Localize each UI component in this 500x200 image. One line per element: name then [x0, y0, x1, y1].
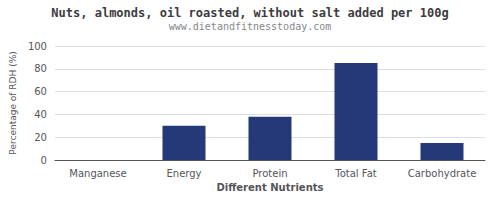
svg-text:Percentage of RDH (%): Percentage of RDH (%) [8, 51, 18, 154]
svg-text:Protein: Protein [252, 168, 287, 179]
svg-text:Total Fat: Total Fat [334, 168, 376, 179]
svg-text:20: 20 [34, 132, 47, 143]
svg-text:Carbohydrate: Carbohydrate [408, 168, 477, 179]
svg-text:40: 40 [34, 109, 47, 120]
svg-text:0: 0 [41, 155, 47, 166]
svg-text:60: 60 [34, 86, 47, 97]
svg-text:Different Nutrients: Different Nutrients [217, 182, 324, 193]
svg-text:www.dietandfitnesstoday.com: www.dietandfitnesstoday.com [169, 21, 332, 32]
svg-text:Manganese: Manganese [69, 168, 126, 179]
svg-text:Energy: Energy [166, 168, 201, 179]
svg-text:100: 100 [28, 41, 47, 52]
svg-text:Nuts, almonds, oil roasted, wi: Nuts, almonds, oil roasted, without salt… [51, 6, 448, 20]
svg-text:80: 80 [34, 63, 47, 74]
